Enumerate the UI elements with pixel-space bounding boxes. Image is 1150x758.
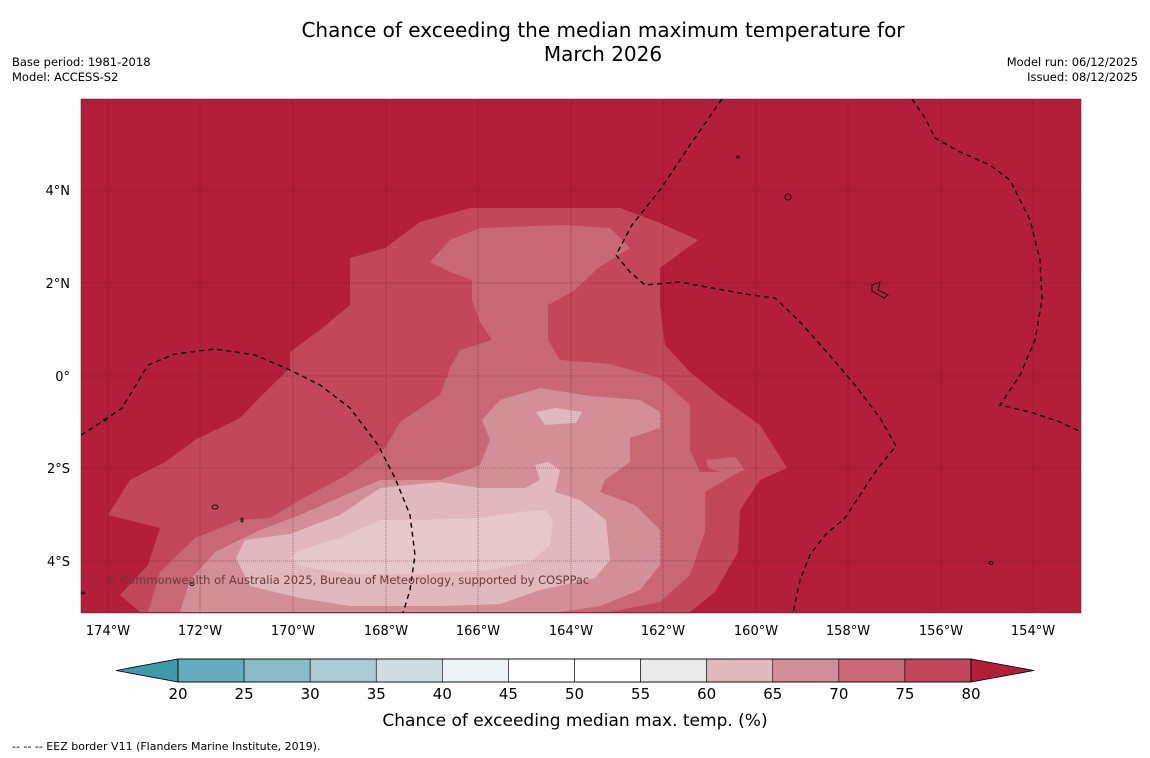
colorbar-cell [243, 658, 311, 683]
meta-right: Model run: 06/12/2025 Issued: 08/12/2025 [1007, 55, 1138, 85]
contour-70-east [706, 457, 745, 475]
lon-label: 172°W [178, 624, 222, 639]
lon-label: 158°W [826, 624, 870, 639]
colorbar-tick-label: 45 [499, 685, 518, 703]
colorbar-tick-label: 30 [301, 685, 320, 703]
colorbar-tick-label: 65 [763, 685, 782, 703]
colorbar-cell [772, 658, 840, 683]
model-name: Model: ACCESS-S2 [12, 70, 119, 84]
colorbar-cell [177, 658, 245, 683]
colorbar-cell [309, 658, 377, 683]
lat-label: 2°S [47, 462, 70, 477]
lon-label: 166°W [456, 624, 500, 639]
colorbar-cell [706, 658, 774, 683]
lat-label: 4°N [46, 184, 71, 199]
colorbar-frame [177, 658, 972, 683]
colorbar-tick-label: 75 [895, 685, 914, 703]
lon-label: 174°W [86, 624, 130, 639]
colorbar-cell [838, 658, 906, 683]
copyright-notice: © Commonwealth of Australia 2025, Bureau… [105, 573, 589, 587]
map-field [81, 99, 1081, 613]
title-line-1: Chance of exceeding the median maximum t… [301, 18, 905, 42]
colorbar-tick-label: 70 [829, 685, 848, 703]
colorbar-tick-label: 20 [168, 685, 187, 703]
grid-lines [81, 99, 1081, 613]
colorbar-cell [640, 658, 707, 683]
colorbar: 20 25 30 35 40 45 50 55 60 65 70 75 80 Chance of exc… [115, 658, 1035, 731]
colorbar-tick-label: 35 [367, 685, 386, 703]
eez-footnote: -- -- -- EEZ border V11 (Flanders Marine… [12, 740, 321, 753]
contour-60-patch [536, 408, 582, 425]
map-title: Chance of exceeding the median maximum t… [250, 18, 956, 66]
issued-date: Issued: 08/12/2025 [1027, 70, 1138, 84]
map-frame [80, 98, 1082, 614]
contour-55 [290, 510, 553, 574]
colorbar-high-arrow [970, 658, 1035, 683]
lon-label: 160°W [734, 624, 778, 639]
colorbar-title: Chance of exceeding median max. temp. (%… [382, 711, 767, 731]
colorbar-tick-label: 40 [433, 685, 452, 703]
lon-label: 154°W [1011, 624, 1055, 639]
colorbar-tick-label: 50 [565, 685, 584, 703]
lon-label: 170°W [271, 624, 315, 639]
title-line-2: March 2026 [543, 42, 663, 66]
lat-label: 2°N [46, 277, 71, 292]
lat-label: 0° [55, 370, 70, 385]
colorbar-low-arrow [115, 658, 179, 683]
model-run: Model run: 06/12/2025 [1006, 55, 1138, 69]
lon-label: 168°W [364, 624, 408, 639]
lon-labels: 174°W 172°W 170°W 168°W 166°W 164°W 162°… [86, 624, 1055, 639]
colorbar-tick-label: 55 [631, 685, 650, 703]
base-period: Base period: 1981-2018 [12, 55, 151, 69]
eez-borders [81, 99, 1081, 613]
meta-left: Base period: 1981-2018 Model: ACCESS-S2 [12, 55, 151, 85]
lat-labels: 4°N 2°N 0° 2°S 4°S [46, 184, 71, 570]
colorbar-cell [375, 658, 443, 683]
lon-label: 164°W [549, 624, 593, 639]
islands [81, 155, 994, 595]
colorbar-tick-label: 60 [697, 685, 716, 703]
colorbar-tick-label: 80 [961, 685, 980, 703]
colorbar-cell [442, 658, 509, 683]
lon-label: 162°W [641, 624, 685, 639]
colorbar-cell [574, 658, 641, 683]
colorbar-cell [904, 658, 972, 683]
colorbar-cell [508, 658, 575, 683]
lat-label: 4°S [47, 555, 70, 570]
lon-label: 156°W [919, 624, 963, 639]
colorbar-tick-label: 25 [235, 685, 254, 703]
